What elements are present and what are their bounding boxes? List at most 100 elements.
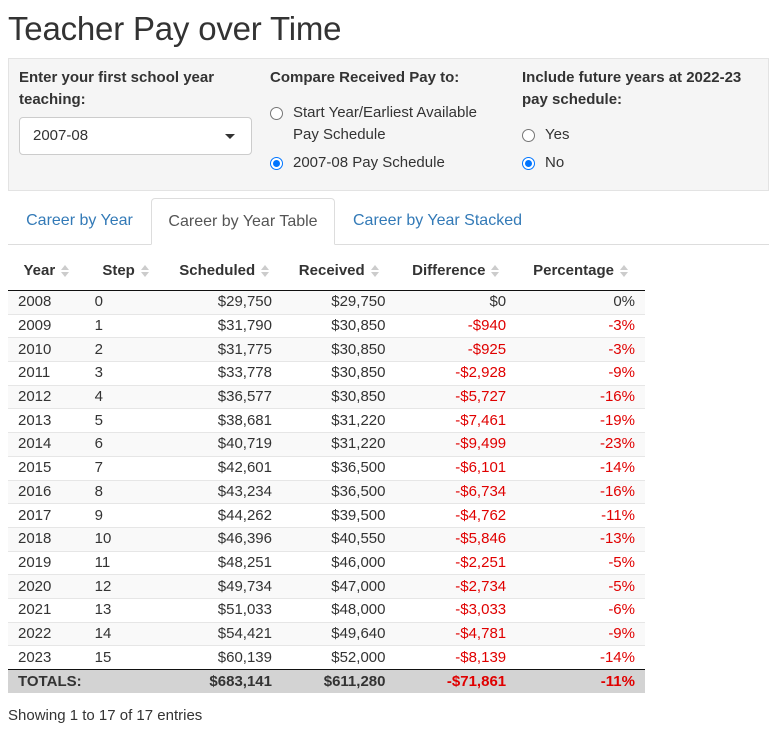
- cell-percentage: -5%: [516, 574, 645, 599]
- cell-received: $30,850: [282, 361, 396, 386]
- radio-checked-icon[interactable]: [270, 157, 283, 170]
- cell-percentage: -5%: [516, 550, 645, 575]
- column-header-percentage[interactable]: Percentage: [516, 251, 645, 291]
- future-option-label: Yes: [545, 126, 570, 143]
- cell-difference: -$4,762: [395, 503, 517, 528]
- future-option-yes[interactable]: Yes: [522, 124, 569, 146]
- cell-received: $40,550: [282, 526, 396, 552]
- column-header-received[interactable]: Received: [282, 251, 396, 291]
- cell-difference: -$4,781: [395, 621, 517, 646]
- cell-year: 2016: [8, 479, 85, 504]
- cell-received: $36,500: [282, 479, 396, 504]
- cell-received: $30,850: [282, 384, 396, 409]
- table-row: 2023 15 $60,139 $52,000 -$8,139 -14%: [8, 645, 645, 670]
- table-row: 2008 0 $29,750 $29,750 $0 0%: [8, 290, 645, 315]
- cell-year: 2011: [8, 361, 85, 386]
- column-header-year[interactable]: Year: [8, 251, 85, 291]
- cell-year: 2020: [8, 574, 85, 599]
- sort-icon: [140, 264, 149, 278]
- future-years-label: Include future years at 2022-23 pay sche…: [522, 69, 742, 108]
- cell-step: 10: [84, 526, 167, 552]
- cell-step: 5: [84, 408, 167, 433]
- table-row: 2015 7 $42,601 $36,500 -$6,101 -14%: [8, 455, 645, 480]
- cell-step: 11: [84, 550, 167, 575]
- cell-percentage: -9%: [516, 621, 645, 646]
- cell-received: $48,000: [282, 597, 396, 623]
- table-row: 2009 1 $31,790 $30,850 -$940 -3%: [8, 313, 645, 338]
- tab-career-by-year-stacked[interactable]: Career by Year Stacked: [353, 212, 522, 229]
- cell-percentage: -16%: [516, 479, 645, 504]
- cell-difference: -$7,461: [395, 408, 517, 433]
- table-row: 2014 6 $40,719 $31,220 -$9,499 -23%: [8, 432, 645, 457]
- cell-scheduled: $38,681: [166, 408, 282, 433]
- cell-scheduled: $31,790: [166, 313, 282, 338]
- cell-step: 4: [84, 384, 167, 409]
- cell-percentage: -19%: [516, 408, 645, 433]
- cell-scheduled: $44,262: [166, 503, 282, 528]
- page-title: Teacher Pay over Time: [8, 10, 342, 47]
- start-year-control: Enter your first school year teaching: 2…: [19, 67, 259, 155]
- cell-received: $46,000: [282, 550, 396, 575]
- cell-year: 2010: [8, 337, 85, 362]
- sort-icon: [620, 264, 628, 278]
- cell-scheduled: $29,750: [166, 290, 282, 315]
- tab-career-by-year[interactable]: Career by Year: [26, 212, 133, 229]
- table-row: 2019 11 $48,251 $46,000 -$2,251 -5%: [8, 550, 645, 575]
- cell-difference: -$2,928: [395, 361, 517, 386]
- start-year-select[interactable]: 2007-08: [19, 117, 252, 155]
- cell-difference: -$925: [395, 337, 517, 362]
- cell-year: 2015: [8, 455, 85, 480]
- future-option-no[interactable]: No: [522, 152, 564, 174]
- cell-step: 14: [84, 621, 167, 646]
- cell-step: 1: [84, 313, 167, 338]
- cell-percentage: -14%: [516, 455, 645, 480]
- cell-difference: -$5,727: [395, 384, 517, 409]
- compare-label: Compare Received Pay to:: [270, 69, 460, 86]
- cell-year: 2021: [8, 597, 85, 623]
- table-info: Showing 1 to 17 of 17 entries: [8, 707, 203, 724]
- column-header-step[interactable]: Step: [84, 251, 167, 291]
- radio-unchecked-icon[interactable]: [270, 107, 283, 120]
- totals-difference: -$71,861: [395, 669, 517, 693]
- column-header-scheduled[interactable]: Scheduled: [166, 251, 282, 291]
- column-header-difference[interactable]: Difference: [395, 251, 517, 291]
- cell-scheduled: $51,033: [166, 597, 282, 623]
- radio-unchecked-icon[interactable]: [522, 129, 535, 142]
- caret-down-icon: [225, 134, 235, 139]
- cell-difference: -$8,139: [395, 645, 517, 670]
- compare-option-2007-08[interactable]: 2007-08 Pay Schedule: [270, 152, 445, 174]
- cell-received: $31,220: [282, 408, 396, 433]
- cell-percentage: -13%: [516, 526, 645, 552]
- totals-percentage: -11%: [516, 669, 645, 693]
- pay-table: Year Step Scheduled Received Difference …: [8, 251, 645, 693]
- cell-difference: -$2,251: [395, 550, 517, 575]
- totals-label: TOTALS:: [8, 669, 167, 693]
- sort-icon: [370, 264, 379, 278]
- cell-scheduled: $33,778: [166, 361, 282, 386]
- table-row: 2021 13 $51,033 $48,000 -$3,033 -6%: [8, 597, 645, 623]
- cell-step: 0: [84, 290, 167, 315]
- cell-percentage: -11%: [516, 503, 645, 528]
- cell-year: 2022: [8, 621, 85, 646]
- future-years-control: Include future years at 2022-23 pay sche…: [522, 67, 767, 171]
- tab-career-by-year-table[interactable]: Career by Year Table: [151, 198, 335, 245]
- tab-bar: Career by Year Career by Year Table Care…: [8, 198, 769, 245]
- cell-difference: -$6,101: [395, 455, 517, 480]
- compare-option-start-year[interactable]: Start Year/Earliest Available Pay Schedu…: [270, 102, 503, 146]
- table-row: 2016 8 $43,234 $36,500 -$6,734 -16%: [8, 479, 645, 504]
- cell-step: 8: [84, 479, 167, 504]
- cell-year: 2018: [8, 526, 85, 552]
- table-row: 2013 5 $38,681 $31,220 -$7,461 -19%: [8, 408, 645, 433]
- cell-difference: -$940: [395, 313, 517, 338]
- table-row: 2011 3 $33,778 $30,850 -$2,928 -9%: [8, 361, 645, 386]
- cell-difference: -$3,033: [395, 597, 517, 623]
- cell-step: 3: [84, 361, 167, 386]
- radio-checked-icon[interactable]: [522, 157, 535, 170]
- cell-year: 2017: [8, 503, 85, 528]
- cell-scheduled: $36,577: [166, 384, 282, 409]
- sort-icon: [491, 264, 500, 278]
- cell-percentage: -16%: [516, 384, 645, 409]
- cell-year: 2008: [8, 290, 85, 315]
- cell-percentage: -3%: [516, 313, 645, 338]
- cell-step: 6: [84, 432, 167, 457]
